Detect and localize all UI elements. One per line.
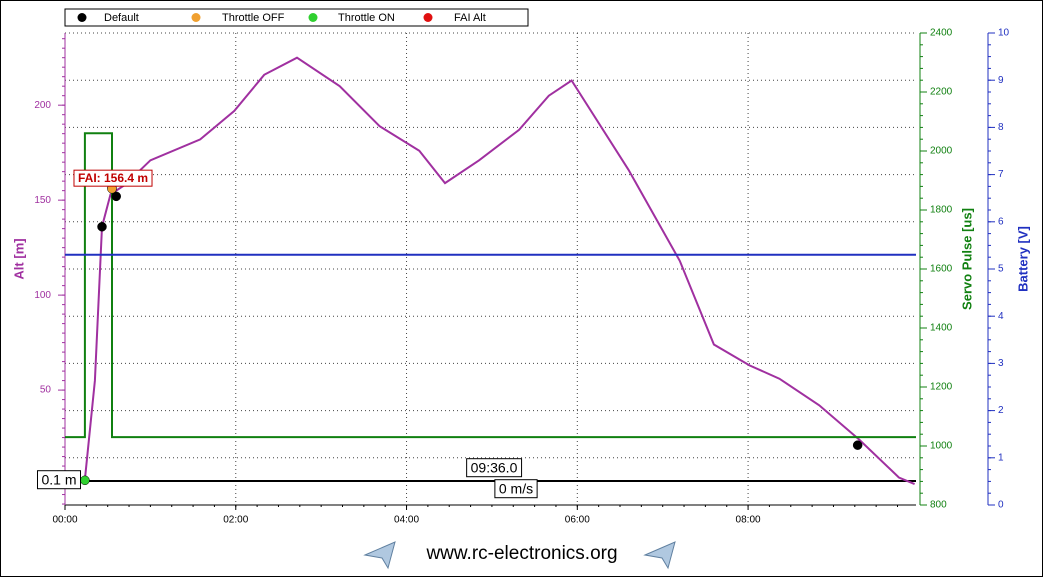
y-tick-label: 100 <box>34 290 51 301</box>
event-marker <box>852 440 863 450</box>
x-tick-label: 02:00 <box>223 515 248 526</box>
alt-cursor-label-box <box>36 470 82 490</box>
y-tick-label: 2 <box>998 405 1004 416</box>
y-tick-label: 0 <box>998 500 1004 511</box>
y-tick-label: 2200 <box>930 87 953 98</box>
y-tick-label: 1000 <box>930 441 953 452</box>
time-cursor-label-box <box>466 458 523 478</box>
time-cursor-label: 09:36.0 <box>471 460 518 476</box>
y-tick-label: 10 <box>998 28 1010 39</box>
fai-label: FAI: 156.4 m <box>78 171 148 185</box>
legend-label: Throttle ON <box>338 12 395 24</box>
y-tick-label: 3 <box>998 358 1004 369</box>
y-tick-label: 7 <box>998 169 1004 180</box>
y-tick-label: 9 <box>998 75 1004 86</box>
event-marker <box>80 475 90 486</box>
y-axis-label: Servo Pulse [us] <box>959 208 974 310</box>
x-tick-label: 04:00 <box>394 515 419 526</box>
x-tick-label: 00:00 <box>52 515 77 526</box>
legend-label: Throttle OFF <box>222 12 285 24</box>
y-tick-label: 6 <box>998 216 1004 227</box>
y-axis-label: Alt [m] <box>11 238 26 279</box>
x-tick-label: 06:00 <box>565 515 590 526</box>
legend-swatch <box>308 13 318 22</box>
legend-box <box>64 8 529 27</box>
event-marker <box>97 221 107 232</box>
y-tick-label: 50 <box>40 385 52 396</box>
y-axis-label: Battery [V] <box>1015 226 1030 292</box>
fai-label-box <box>73 169 153 187</box>
y-tick-label: 4 <box>998 311 1004 322</box>
y-tick-label: 1800 <box>930 205 953 216</box>
event-marker <box>111 191 121 202</box>
speed-cursor-label-box <box>494 479 538 499</box>
y-tick-label: 1400 <box>930 323 953 334</box>
data-line <box>65 132 916 439</box>
speed-cursor-label: 0 m/s <box>499 481 533 497</box>
y-tick-label: 5 <box>998 264 1004 275</box>
y-tick-label: 200 <box>34 100 51 111</box>
legend-label: Default <box>104 12 139 24</box>
y-tick-label: 8 <box>998 122 1004 133</box>
x-tick-label: 08:00 <box>736 515 761 526</box>
legend-swatch <box>191 13 201 22</box>
legend-swatch <box>423 13 433 22</box>
y-tick-label: 2000 <box>930 146 953 157</box>
y-tick-label: 2400 <box>930 28 953 39</box>
y-tick-label: 1600 <box>930 264 953 275</box>
y-tick-label: 1200 <box>930 382 953 393</box>
y-tick-label: 1 <box>998 452 1004 463</box>
footer: www.rc-electronics.org <box>425 543 617 564</box>
alt-cursor-label: 0.1 m <box>41 472 76 488</box>
y-tick-label: 800 <box>930 500 947 511</box>
plane-icon <box>363 541 676 570</box>
legend-label: FAI Alt <box>454 12 486 24</box>
y-tick-label: 150 <box>34 195 51 206</box>
legend-swatch <box>77 13 87 22</box>
